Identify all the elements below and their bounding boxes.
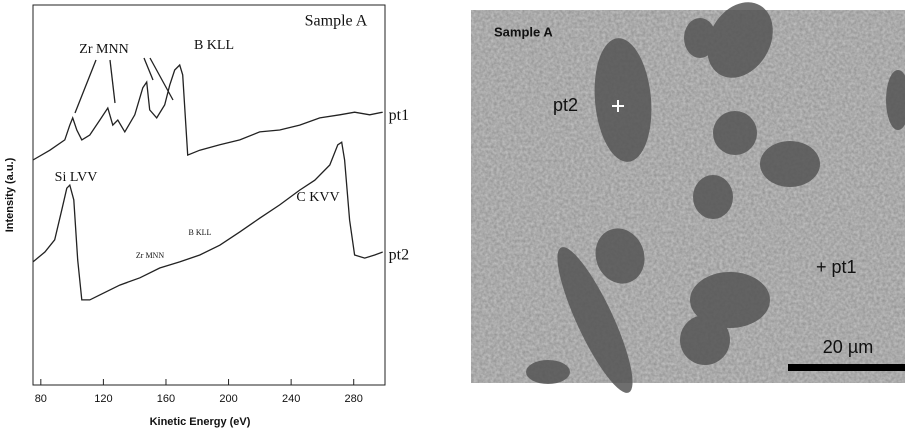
arrow — [143, 57, 154, 81]
marker-pt2 — [612, 100, 624, 112]
dark-region — [690, 272, 770, 328]
annotation: Si LVV — [55, 170, 98, 185]
series-label: pt2 — [389, 247, 409, 264]
spectrum-line — [32, 63, 383, 161]
dark-region — [680, 315, 730, 365]
dark-region — [693, 175, 733, 219]
sem-image: Sample A pt2 + pt1 20 µm — [471, 2, 905, 393]
annotation: B KLL — [194, 38, 234, 53]
x-tick-label: 160 — [157, 393, 175, 405]
annotation: Zr MNN — [79, 42, 128, 57]
dark-region — [707, 2, 773, 78]
dark-regions — [526, 2, 905, 393]
x-tick-label: 200 — [219, 393, 237, 405]
scale-bar — [788, 364, 905, 371]
image-label: Sample A — [494, 24, 553, 39]
dark-region — [760, 141, 820, 187]
annotation-arrows — [74, 57, 174, 114]
x-tick-label: 240 — [282, 393, 300, 405]
annotation: Sample A — [305, 13, 368, 30]
dark-region — [713, 111, 757, 155]
dark-region — [526, 360, 570, 384]
image-label: + pt1 — [816, 257, 857, 277]
x-tick-label: 280 — [345, 393, 363, 405]
plot-frame — [32, 4, 386, 386]
x-axis-label: Kinetic Energy (eV) — [150, 416, 251, 428]
spectrum-plot: Sample A Zr MNN B KLL Si LVV C KVV Zr MN… — [4, 4, 409, 428]
dark-region — [684, 18, 716, 58]
arrow — [109, 59, 116, 104]
y-axis-label: Intensity (a.u.) — [4, 157, 16, 232]
x-tick-label: 80 — [35, 393, 47, 405]
dark-region — [595, 228, 645, 284]
series-label: pt1 — [389, 107, 409, 124]
spectrum-line — [32, 141, 383, 301]
annotation: Zr MNN — [136, 251, 164, 260]
x-tick-label: 120 — [94, 393, 112, 405]
scale-bar-label: 20 µm — [823, 337, 873, 357]
dark-region — [594, 38, 652, 162]
annotation: C KVV — [296, 190, 339, 205]
image-label: pt2 — [553, 95, 578, 115]
dark-region — [886, 70, 905, 130]
image-texture — [471, 10, 905, 383]
arrow — [74, 59, 97, 114]
dark-region — [557, 247, 633, 393]
arrow — [149, 57, 174, 101]
annotation: B KLL — [189, 228, 212, 237]
